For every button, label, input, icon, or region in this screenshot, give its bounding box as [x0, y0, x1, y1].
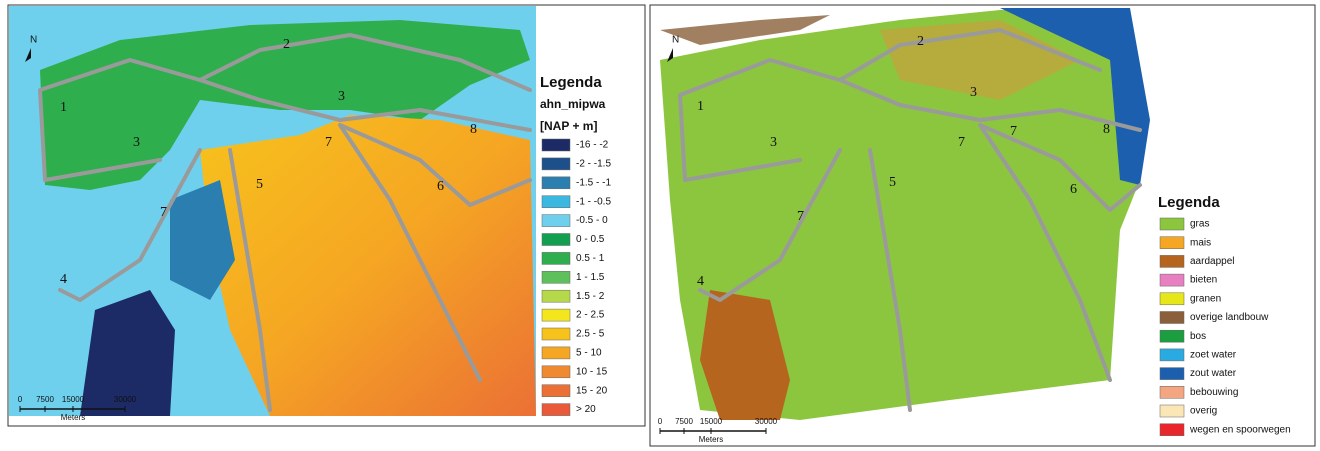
right-panel: N 1 2 3 3 7 7 8 5 6 7 4 Legenda [650, 5, 1315, 446]
legend-label: 0.5 - 1 [576, 253, 605, 264]
legend-label: overige landbouw [1190, 312, 1269, 323]
region-label: 3 [338, 89, 345, 104]
legend-label: 15 - 20 [576, 385, 608, 396]
legend-label: 0 - 0.5 [576, 234, 605, 245]
region-label: 7 [797, 209, 804, 224]
region-label: 7 [160, 205, 167, 220]
region-label: 3 [970, 85, 977, 100]
region-label: 6 [1070, 182, 1077, 197]
region-label: 4 [697, 274, 704, 289]
legend-label: -2 - -1.5 [576, 159, 611, 170]
region-label: 1 [697, 99, 704, 114]
legend-swatch [542, 215, 570, 227]
legend-swatch [542, 347, 570, 359]
legend-label: mais [1190, 237, 1211, 248]
legend-swatch [1160, 424, 1184, 436]
region-label: 5 [889, 175, 896, 190]
legend-swatch [1160, 237, 1184, 249]
legend-label: -1.5 - -1 [576, 177, 611, 188]
legend-swatch [542, 271, 570, 283]
legend-label: bos [1190, 331, 1206, 342]
scale-label: 7500 [675, 417, 693, 426]
legend-swatch [542, 290, 570, 302]
region-label: 3 [133, 135, 140, 150]
legend-label: gras [1190, 219, 1209, 230]
legend-swatch [542, 309, 570, 321]
legend-label: zoet water [1190, 350, 1237, 361]
scale-unit: Meters [61, 413, 85, 422]
region-label: 5 [256, 177, 263, 192]
region-label: 2 [283, 37, 290, 52]
legend-swatch [542, 252, 570, 264]
legend-label: bebouwing [1190, 387, 1238, 398]
legend-label: 1 - 1.5 [576, 272, 605, 283]
north-label: N [672, 35, 679, 46]
legend-label: -1 - -0.5 [576, 196, 611, 207]
legend-swatch [542, 328, 570, 340]
scale-label: 15000 [62, 395, 85, 404]
scale-unit: Meters [699, 435, 723, 444]
legend-swatch [1160, 386, 1184, 398]
region-label: 7 [1010, 124, 1017, 139]
region-label: 6 [437, 179, 444, 194]
region-label: 2 [917, 34, 924, 49]
legend-label: aardappel [1190, 256, 1234, 267]
legend-swatch [1160, 349, 1184, 361]
scale-label: 15000 [700, 417, 723, 426]
region-label: 8 [470, 122, 477, 137]
legend-label: bieten [1190, 275, 1217, 286]
legend-label: wegen en spoorwegen [1189, 424, 1291, 435]
scale-label: 0 [658, 417, 663, 426]
legend-label: 10 - 15 [576, 366, 608, 377]
legend-swatch [1160, 255, 1184, 267]
legend-label: zout water [1190, 368, 1237, 379]
legend-swatch [542, 385, 570, 397]
scale-label: 0 [18, 395, 23, 404]
legend-unit: [NAP + m] [540, 119, 597, 133]
legend-swatch [542, 404, 570, 416]
legend-label: 5 - 10 [576, 348, 602, 359]
scale-label: 30000 [114, 395, 137, 404]
legend-label: 2 - 2.5 [576, 310, 605, 321]
legend-label: 2.5 - 5 [576, 329, 605, 340]
legend-swatch [1160, 405, 1184, 417]
legend-title: Legenda [540, 74, 602, 91]
legend-swatch [1160, 218, 1184, 230]
legend-swatch [1160, 274, 1184, 286]
scale-label: 7500 [36, 395, 54, 404]
legend-swatch [542, 139, 570, 151]
region-label: 7 [958, 135, 965, 150]
legend-label: granen [1190, 293, 1221, 304]
legend-swatch [1160, 368, 1184, 380]
legend-label: > 20 [576, 404, 596, 415]
legend-title: Legenda [1158, 194, 1220, 211]
page: {"left_map":{"north":"N","region_labels"… [0, 0, 1320, 451]
legend-swatch [542, 196, 570, 208]
region-label: 4 [60, 272, 67, 287]
legend-swatch [1160, 293, 1184, 305]
legend-label: 1.5 - 2 [576, 291, 605, 302]
region-label: 8 [1103, 122, 1110, 137]
region-label: 7 [325, 135, 332, 150]
legend-label: -16 - -2 [576, 140, 609, 151]
region-label: 1 [60, 100, 67, 115]
scale-label: 30000 [755, 417, 778, 426]
legend-field: ahn_mipwa [540, 97, 606, 111]
legend-swatch [542, 366, 570, 378]
legend-label: overig [1190, 406, 1217, 417]
legend-swatch [542, 158, 570, 170]
north-label: N [30, 35, 37, 46]
figure: N 1 2 3 3 7 8 5 6 7 4 Legenda ahn_mipwa … [0, 0, 1320, 451]
legend-swatch [1160, 330, 1184, 342]
legend-label: -0.5 - 0 [576, 215, 608, 226]
legend-swatch [542, 234, 570, 246]
legend-swatch [1160, 312, 1184, 324]
legend-swatch [542, 177, 570, 189]
region-label: 3 [770, 135, 777, 150]
